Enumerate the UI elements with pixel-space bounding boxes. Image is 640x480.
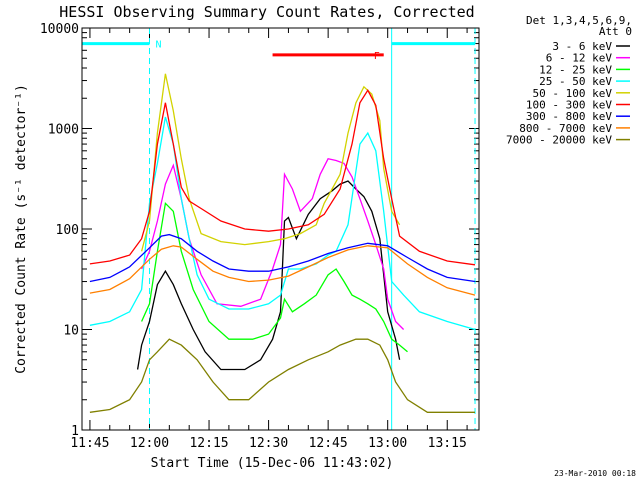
series-line-1 (141, 158, 405, 330)
legend-header: Det 1,3,4,5,6,9, (526, 14, 632, 27)
plot-frame (81, 27, 480, 431)
y-tick-label: 1 (71, 424, 79, 439)
x-tick-label: 12:30 (249, 436, 288, 451)
series-line-8 (89, 338, 475, 413)
series-line-4 (140, 73, 401, 252)
x-tick-label: 11:45 (70, 436, 109, 451)
legend-entry-label: 800 - 7000 keV (519, 122, 612, 135)
legend-entry-label: 3 - 6 keV (552, 40, 612, 53)
legend-header: Att 0 (599, 25, 632, 38)
legend-entry-label: 25 - 50 keV (539, 75, 612, 88)
axis-ticks: 11:45 12:00 12:15 12:30 12:45 13:00 13:15 1 10 10… (40, 22, 479, 451)
y-tick-label: 100 (56, 223, 79, 238)
x-tick-label: 12:45 (309, 436, 348, 451)
legend-entry-label: 12 - 25 keV (539, 63, 612, 76)
observing-flags: NF (82, 28, 476, 430)
series-line-6 (89, 233, 476, 283)
series-lines (89, 73, 476, 413)
legend-entry-label: 300 - 800 keV (526, 110, 612, 123)
x-tick-label: 13:15 (428, 436, 467, 451)
chart-title: HESSI Observing Summary Count Rates, Cor… (59, 3, 474, 21)
y-tick-label: 1000 (48, 123, 79, 138)
legend-entry-label: 50 - 100 keV (533, 87, 613, 100)
x-axis-label: Start Time (15-Dec-06 11:43:02) (151, 456, 394, 471)
x-tick-label: 13:00 (368, 436, 407, 451)
legend-entry-label: 6 - 12 keV (546, 52, 613, 65)
flag-label-F: F (374, 51, 380, 62)
y-tick-label: 10 (63, 324, 79, 339)
series-line-2 (141, 201, 408, 353)
y-axis-label: Corrected Count Rate (s⁻¹ detector⁻¹) (14, 84, 29, 374)
x-tick-label: 12:00 (130, 436, 169, 451)
flag-label-N: N (155, 40, 161, 51)
series-line-3 (89, 116, 476, 331)
legend-entry-label: 7000 - 20000 keV (506, 134, 612, 147)
series-line-7 (89, 245, 476, 296)
timestamp-footer: 23-Mar-2010 00:18 (554, 469, 636, 478)
y-tick-label: 10000 (40, 22, 79, 37)
legend-entry-label: 100 - 300 keV (526, 99, 612, 112)
series-line-5 (89, 89, 476, 266)
series-line-0 (136, 180, 401, 371)
x-tick-label: 12:15 (189, 436, 228, 451)
